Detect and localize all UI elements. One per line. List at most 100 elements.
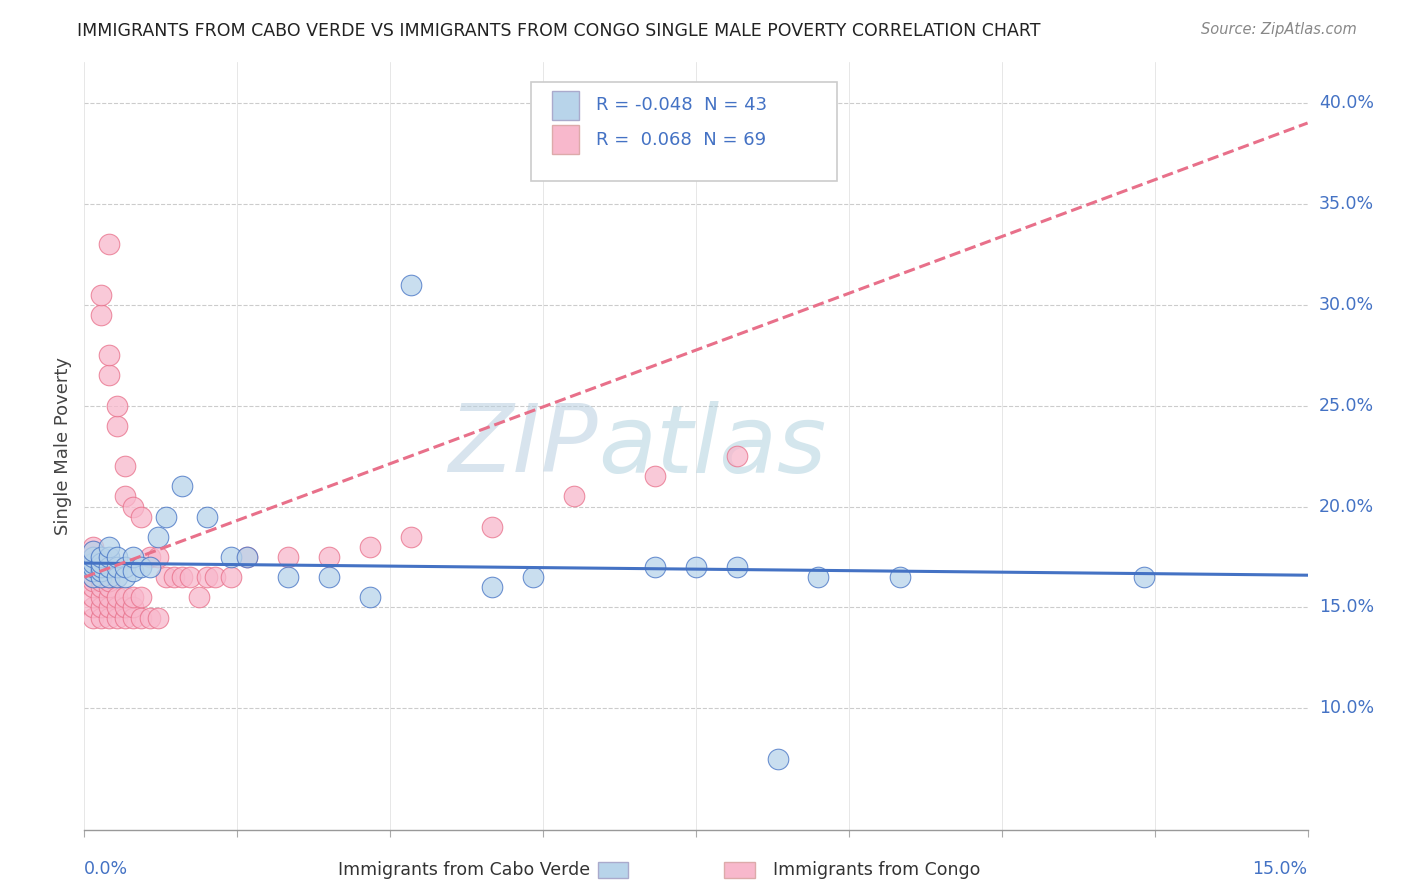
Point [82, 610, 104, 624]
Point [82, 560, 104, 574]
Point [138, 560, 160, 574]
Point [82, 544, 104, 558]
Point [90, 570, 112, 584]
Point [97, 368, 120, 383]
Point [481, 580, 503, 594]
Point [114, 560, 136, 574]
Point [359, 540, 381, 554]
Point [97, 600, 120, 615]
Point [90, 580, 112, 594]
Point [807, 570, 830, 584]
Text: Immigrants from Congo: Immigrants from Congo [773, 861, 980, 879]
Point [195, 509, 218, 524]
Point [82, 574, 104, 589]
Point [359, 591, 381, 605]
Point [236, 549, 259, 564]
Text: 10.0%: 10.0% [1319, 699, 1374, 717]
Point [82, 556, 104, 570]
Text: Immigrants from Cabo Verde: Immigrants from Cabo Verde [339, 861, 591, 879]
Point [82, 580, 104, 594]
Point [725, 560, 748, 574]
Point [90, 591, 112, 605]
Point [90, 560, 112, 574]
Point [236, 549, 259, 564]
Point [90, 574, 112, 589]
Point [1133, 570, 1156, 584]
FancyBboxPatch shape [531, 81, 837, 181]
Point [97, 348, 120, 362]
Point [122, 610, 145, 624]
Point [105, 600, 128, 615]
Point [90, 287, 112, 301]
Point [219, 549, 242, 564]
Point [766, 752, 789, 766]
Text: 15.0%: 15.0% [1319, 599, 1374, 616]
Point [114, 591, 136, 605]
Point [82, 549, 104, 564]
Point [82, 560, 104, 574]
Point [644, 469, 666, 483]
Point [90, 549, 112, 564]
Point [82, 570, 104, 584]
Point [90, 610, 112, 624]
Text: 20.0%: 20.0% [1319, 498, 1374, 516]
Point [172, 479, 194, 493]
Point [146, 530, 169, 544]
Point [146, 610, 169, 624]
Point [122, 500, 145, 514]
Point [82, 591, 104, 605]
Point [82, 564, 104, 578]
Text: 15.0%: 15.0% [1253, 860, 1308, 878]
Point [318, 549, 340, 564]
Point [105, 560, 128, 574]
Point [105, 418, 128, 433]
Point [90, 570, 112, 584]
Point [82, 544, 104, 558]
Point [97, 610, 120, 624]
Point [105, 610, 128, 624]
Text: R = -0.048  N = 43: R = -0.048 N = 43 [596, 96, 766, 114]
Point [644, 560, 666, 574]
Point [146, 549, 169, 564]
Text: 30.0%: 30.0% [1319, 295, 1374, 314]
Point [172, 570, 194, 584]
Point [122, 600, 145, 615]
Point [163, 570, 186, 584]
Text: ZIP: ZIP [449, 401, 598, 491]
Point [114, 490, 136, 504]
Point [889, 570, 911, 584]
Point [685, 560, 707, 574]
Point [82, 564, 104, 578]
Point [131, 610, 153, 624]
Text: 35.0%: 35.0% [1319, 194, 1374, 213]
Point [97, 574, 120, 589]
Point [97, 570, 120, 584]
Point [114, 600, 136, 615]
Point [82, 549, 104, 564]
Point [114, 459, 136, 474]
Text: 40.0%: 40.0% [1319, 94, 1374, 112]
Point [114, 610, 136, 624]
Point [187, 591, 209, 605]
Y-axis label: Single Male Poverty: Single Male Poverty [53, 357, 72, 535]
Point [277, 570, 299, 584]
Point [90, 308, 112, 322]
Point [82, 554, 104, 568]
Point [97, 560, 120, 574]
Point [131, 560, 153, 574]
Point [399, 530, 422, 544]
Point [131, 591, 153, 605]
Point [105, 399, 128, 413]
Point [82, 540, 104, 554]
Point [90, 564, 112, 578]
Point [131, 509, 153, 524]
Point [105, 570, 128, 584]
Point [195, 570, 218, 584]
Point [82, 570, 104, 584]
Point [138, 610, 160, 624]
Point [155, 509, 177, 524]
Point [562, 490, 585, 504]
Point [481, 520, 503, 534]
Point [219, 570, 242, 584]
Bar [551, 126, 578, 154]
